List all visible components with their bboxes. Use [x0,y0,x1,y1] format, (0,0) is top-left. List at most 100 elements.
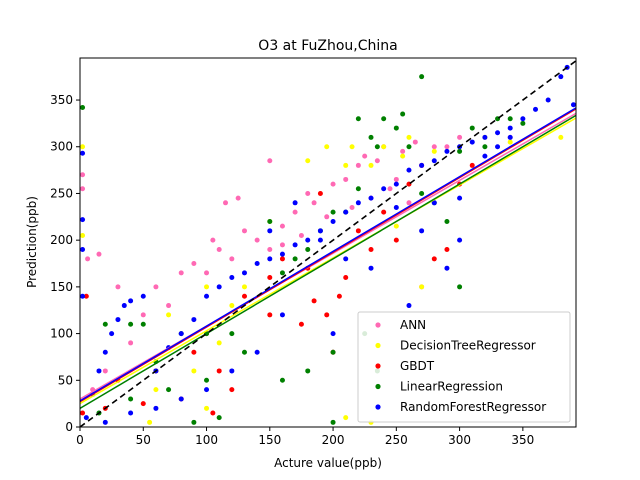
x-tick-label: 250 [385,433,408,447]
data-point [374,158,380,164]
data-point [267,247,273,253]
data-point [267,256,273,262]
data-point [210,410,216,416]
data-point [254,237,260,243]
data-point [343,415,349,421]
series-0 [80,134,513,393]
data-point [343,162,349,168]
data-point [400,111,406,117]
data-point [96,251,102,257]
y-tick-label: 0 [65,420,73,434]
data-point [229,331,235,337]
data-point [279,251,285,257]
data-point [400,148,406,154]
data-point [80,232,86,238]
data-point [431,148,437,154]
data-point [140,401,146,407]
legend-marker [375,383,381,390]
data-point [279,270,285,276]
data-point [457,148,463,154]
legend-marker [375,342,381,349]
data-point [330,419,336,425]
legend-marker [375,363,381,369]
data-point [140,321,146,327]
data-point [368,134,374,140]
data-point [419,162,425,168]
data-point [469,139,475,145]
data-point [216,368,222,374]
data-point [368,162,374,168]
data-point [419,228,425,234]
data-point [368,265,374,271]
data-point [254,349,260,355]
data-point [128,298,134,304]
data-point [545,97,551,103]
data-point [83,293,89,299]
data-point [324,144,330,150]
data-point [229,275,235,281]
data-point [267,312,273,318]
data-point [204,377,210,383]
data-point [241,349,247,355]
data-point [279,312,285,318]
data-point [317,237,323,243]
fit-line [80,114,576,409]
data-point [324,312,330,318]
data-point [305,368,311,374]
data-point [216,415,222,421]
data-point [343,176,349,182]
data-point [419,190,425,196]
data-point [305,237,311,243]
data-point [229,303,235,309]
data-point [412,139,418,145]
data-point [444,218,450,224]
data-point [507,125,513,131]
series-4 [80,64,576,425]
data-point [191,349,197,355]
data-point [115,317,121,323]
data-point [495,130,501,136]
x-tick-label: 50 [136,433,151,447]
data-point [102,419,108,425]
data-point [406,200,412,206]
data-point [406,134,412,140]
identity-line [80,60,576,427]
legend: ANN DecisionTreeRegressor GBDT LinearRegres… [357,311,571,423]
data-point [153,387,159,393]
data-point [324,214,330,220]
data-point [128,321,134,327]
data-point [349,144,355,150]
data-point [374,144,380,150]
data-point [102,368,108,374]
fit-line [80,108,576,403]
data-point [191,368,197,374]
data-point [216,247,222,253]
data-point [305,247,311,253]
data-point [229,256,235,262]
data-point [317,190,323,196]
x-axis-title: Acture value(ppb) [274,456,382,470]
data-point [355,228,361,234]
data-point [495,144,501,150]
data-point [279,377,285,383]
x-tick-label: 300 [448,433,471,447]
data-point [216,284,222,290]
legend-marker [375,404,381,410]
data-point [343,209,349,215]
data-point [533,106,539,112]
x-tick-label: 150 [258,433,281,447]
data-point [393,204,399,210]
data-point [140,293,146,299]
data-point [267,218,273,224]
data-point [330,209,336,215]
data-point [406,144,412,150]
data-point [482,144,488,150]
data-point [305,190,311,196]
data-point [381,186,387,192]
data-point [336,293,342,299]
data-point [147,419,153,425]
data-point [330,349,336,355]
data-point [178,270,184,276]
data-point [292,200,298,206]
